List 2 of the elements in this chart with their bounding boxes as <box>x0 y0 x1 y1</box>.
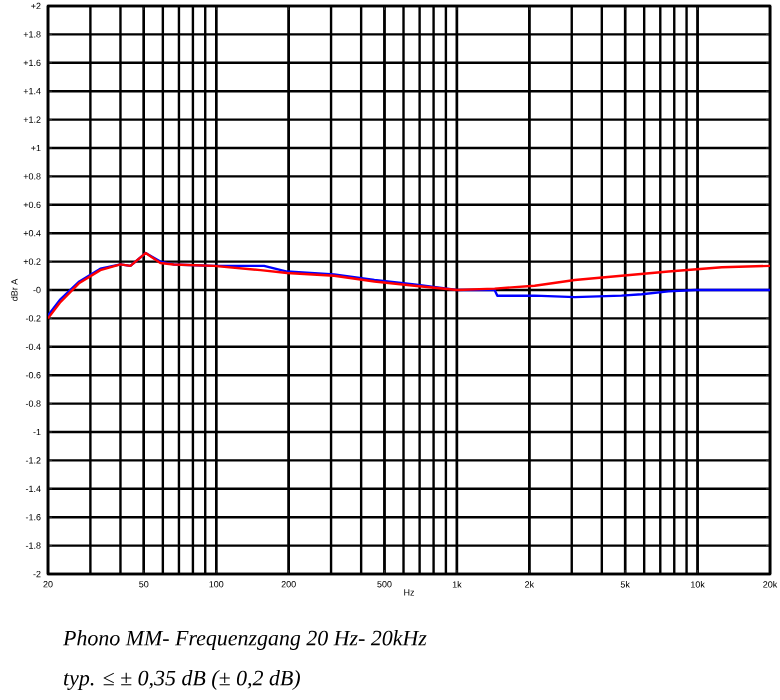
text: typ. ≤ ± 0,35 dB (± 0,2 dB) <box>64 670 300 690</box>
text: Phono MM- Frequenzgang 20 Hz- 20kHz <box>62 630 427 650</box>
